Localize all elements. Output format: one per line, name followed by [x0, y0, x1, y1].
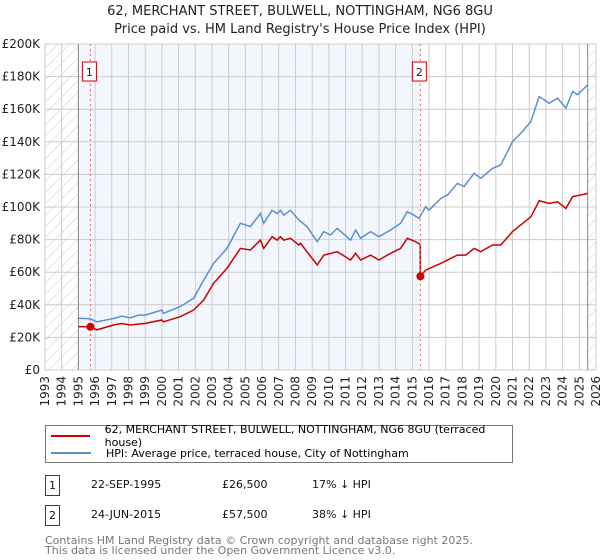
- sale-label: 1: [86, 66, 93, 79]
- x-tick-label: 2007: [272, 376, 286, 407]
- x-tick-label: 2003: [205, 376, 219, 407]
- sale-label: 2: [416, 66, 423, 79]
- sale-price: £57,500: [222, 508, 268, 521]
- footer-licence: This data is licensed under the Open Gov…: [45, 544, 396, 557]
- x-tick-label: 2008: [288, 376, 302, 407]
- x-tick-label: 2023: [539, 376, 553, 407]
- sale-hpi-diff: 38% ↓ HPI: [312, 508, 371, 521]
- y-tick-label: £180K: [2, 70, 42, 84]
- x-tick-label: 2012: [355, 376, 369, 407]
- x-tick-label: 2022: [522, 376, 536, 407]
- y-tick-label: £60K: [9, 265, 41, 279]
- sale-badge: 2: [45, 505, 60, 526]
- x-tick-label: 2017: [439, 376, 453, 407]
- x-tick-label: 1996: [88, 376, 102, 407]
- x-tick-label: 1997: [105, 376, 119, 407]
- x-tick-label: 2002: [188, 376, 202, 407]
- x-tick-label: 1998: [121, 376, 135, 407]
- sale-label-box: [411, 61, 427, 82]
- y-tick-label: £200K: [2, 37, 42, 51]
- x-tick-label: 2004: [222, 376, 236, 407]
- hpi-line: [78, 84, 589, 323]
- x-tick-label: 2016: [422, 376, 436, 407]
- x-tick-label: 2014: [389, 376, 403, 407]
- x-tick-label: 2025: [572, 376, 586, 407]
- property-price-line: [78, 192, 588, 331]
- legend-hpi-label: HPI: Average price, terraced house, City…: [106, 446, 409, 460]
- x-tick-label: 1999: [138, 376, 152, 407]
- x-tick-label: 2005: [238, 376, 252, 407]
- y-tick-label: £140K: [2, 135, 42, 149]
- sale-point: [86, 322, 95, 331]
- x-tick-label: 2010: [322, 376, 336, 407]
- footer-copyright: Contains HM Land Registry data © Crown c…: [45, 534, 473, 547]
- x-tick-label: 2018: [455, 376, 469, 407]
- x-tick-label: 2019: [472, 376, 486, 407]
- y-tick-label: £80K: [9, 233, 41, 247]
- y-tick-label: £0: [25, 363, 40, 377]
- sale-price: £26,500: [222, 478, 268, 491]
- property-line-swatch: [51, 435, 90, 437]
- sale-label-box: [81, 61, 97, 82]
- price-chart: £0 £20K £40K £60K £80K £100K £120K £140K £160K £1…: [2, 37, 600, 407]
- x-tick-label: 2006: [255, 376, 269, 407]
- y-tick-label: £40K: [9, 298, 41, 312]
- chart-subtitle: Price paid vs. HM Land Registry's House …: [114, 22, 486, 37]
- x-tick-label: 2015: [405, 376, 419, 407]
- x-tick-label: 2009: [305, 376, 319, 407]
- x-tick-label: 2026: [589, 376, 600, 407]
- y-tick-label: £120K: [2, 167, 42, 181]
- x-tick-label: 2000: [155, 376, 169, 407]
- x-tick-label: 1995: [71, 376, 85, 407]
- sale-hpi-diff: 17% ↓ HPI: [312, 478, 371, 491]
- hpi-line-swatch: [51, 452, 91, 454]
- x-tick-label: 1994: [55, 376, 69, 407]
- x-tick-label: 2020: [489, 376, 503, 407]
- sale-date: 22-SEP-1995: [91, 478, 162, 491]
- y-tick-label: £20K: [9, 330, 41, 344]
- x-tick-label: 2013: [372, 376, 386, 407]
- legend-property-label: 62, MERCHANT STREET, BULWELL, NOTTINGHAM…: [104, 423, 486, 449]
- sale-badge: 1: [45, 475, 60, 496]
- chart-title: 62, MERCHANT STREET, BULWELL, NOTTINGHAM…: [107, 4, 493, 19]
- sale-point: [416, 272, 425, 281]
- x-tick-label: 1993: [38, 376, 52, 407]
- legend: 62, MERCHANT STREET, BULWELL, NOTTINGHAM…: [45, 423, 513, 463]
- y-tick-label: £100K: [2, 200, 42, 214]
- x-tick-label: 2021: [506, 376, 520, 407]
- x-tick-label: 2001: [172, 376, 186, 407]
- y-tick-label: £160K: [2, 102, 42, 116]
- sale-date: 24-JUN-2015: [91, 508, 162, 521]
- x-tick-label: 2024: [556, 376, 570, 407]
- x-tick-label: 2011: [339, 376, 353, 407]
